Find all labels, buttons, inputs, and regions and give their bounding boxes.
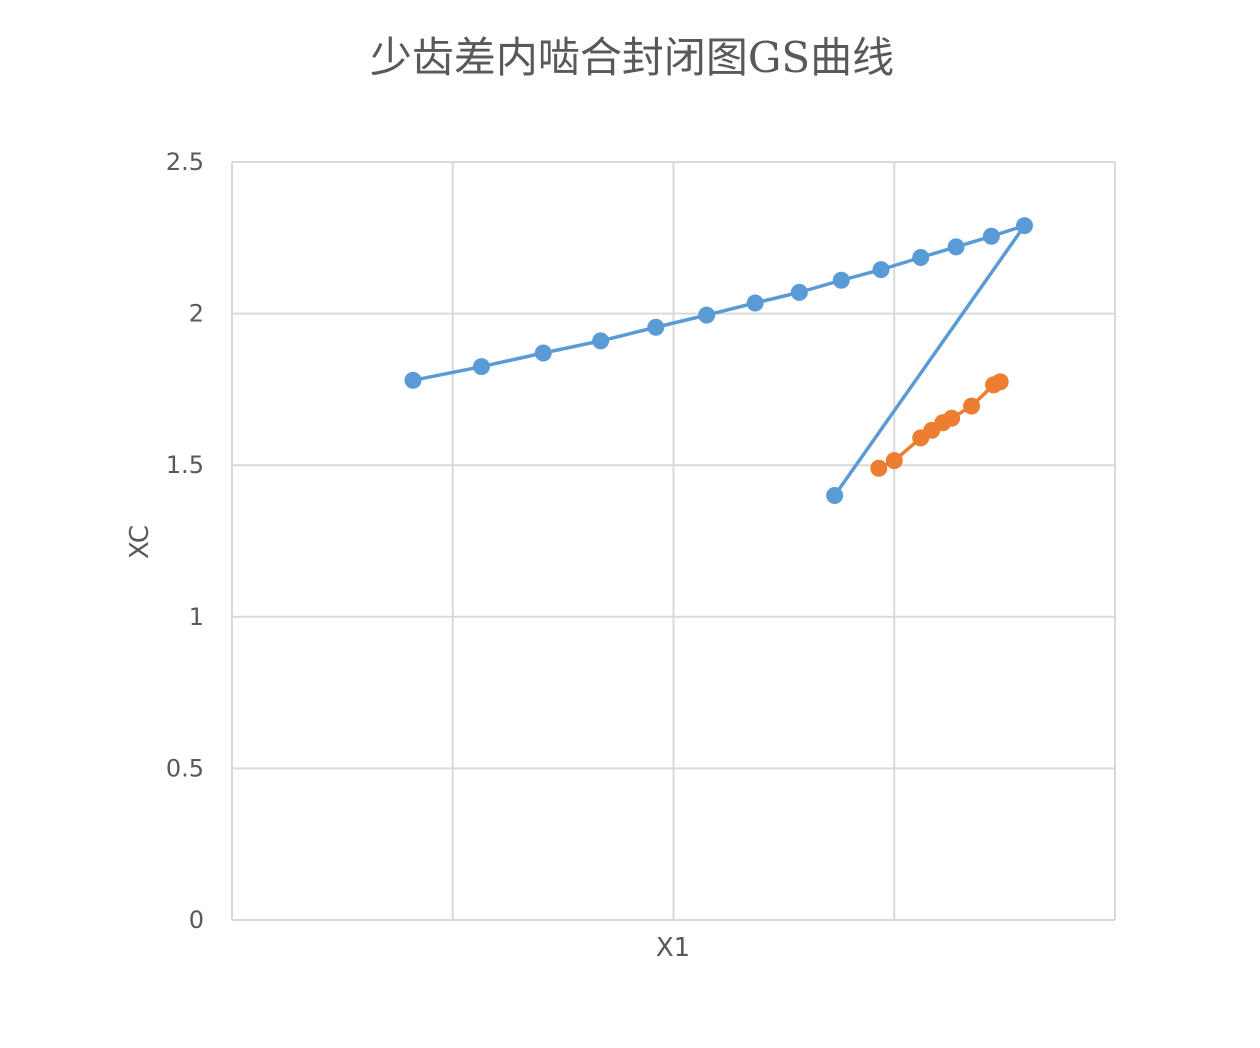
series-2-point: [885, 452, 903, 470]
grid-lines: [231, 161, 1116, 921]
series-1-point: [534, 344, 552, 362]
series-1-point: [698, 306, 716, 324]
series-1-point: [472, 358, 490, 376]
series-2-point: [963, 397, 981, 415]
y-tick-label: 1: [189, 603, 204, 631]
x-axis-label: X1: [656, 933, 690, 963]
chart-title: 少齿差内啮合封闭图GS曲线: [370, 33, 894, 82]
y-tick-label: 0.5: [166, 754, 204, 782]
series-1-point: [404, 371, 422, 389]
series-line-1: [412, 223, 1027, 497]
y-tick-label: 1.5: [166, 451, 204, 479]
series-1-point: [832, 271, 850, 289]
series-layer: [404, 217, 1033, 505]
series-1-point: [947, 238, 965, 256]
y-tick-label: 0: [189, 906, 204, 934]
y-tick-labels: 0 0.5 1 1.5 2 2.5: [166, 148, 204, 934]
series-1-point: [790, 283, 808, 301]
series-1-point: [1015, 217, 1033, 235]
series-2-point: [870, 459, 888, 477]
series-1-point: [872, 261, 890, 279]
series-1-point: [592, 332, 610, 350]
series-2-point: [991, 373, 1009, 391]
series-1-point: [826, 487, 844, 505]
series-1-point: [912, 249, 930, 267]
series-1-point: [982, 227, 1000, 245]
y-tick-label: 2.5: [166, 148, 204, 176]
y-axis-label: XC: [125, 525, 155, 559]
y-tick-label: 2: [189, 300, 204, 328]
series-1-point: [647, 318, 665, 336]
series-2-point: [943, 409, 961, 427]
series-1-point: [746, 294, 764, 312]
